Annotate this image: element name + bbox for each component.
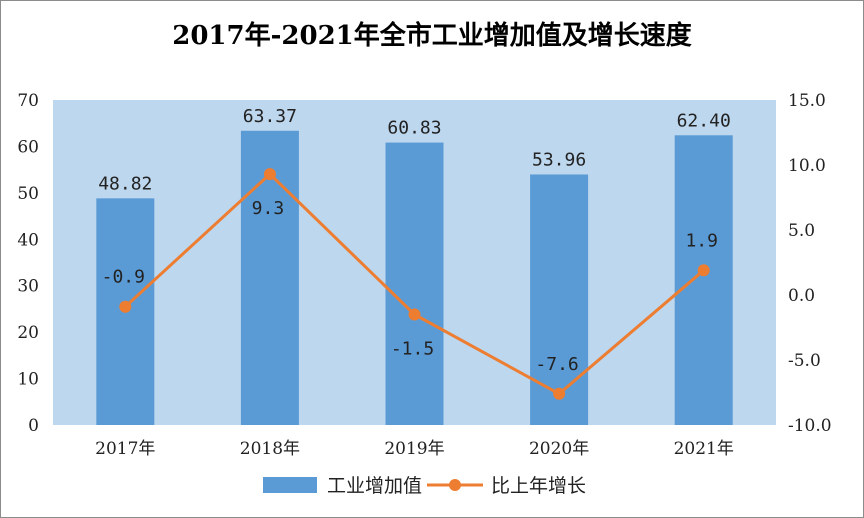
bar-2019年 bbox=[385, 142, 444, 425]
x-tick-label: 2020年 bbox=[529, 439, 589, 459]
legend-swatch-bar bbox=[263, 477, 317, 493]
line-value-label: -1.5 bbox=[391, 339, 434, 360]
bar-value-label: 48.82 bbox=[98, 173, 152, 194]
x-tick-label: 2017年 bbox=[95, 439, 155, 459]
left-tick-label: 30 bbox=[17, 277, 39, 297]
bar-value-label: 63.37 bbox=[243, 106, 297, 127]
line-value-label: -7.6 bbox=[535, 354, 578, 375]
line-point-2019年 bbox=[408, 308, 421, 321]
line-point-2020年 bbox=[553, 387, 566, 400]
left-axis: 0 10 20 30 40 50 60 70 bbox=[17, 91, 39, 436]
legend-swatch-marker bbox=[449, 479, 461, 491]
left-tick-label: 70 bbox=[17, 91, 39, 111]
line-value-label: -0.9 bbox=[102, 267, 145, 288]
line-point-2018年 bbox=[263, 168, 276, 181]
legend: 工业增加值 比上年增长 bbox=[263, 475, 586, 497]
bar-value-label: 62.40 bbox=[677, 110, 731, 131]
line-markers bbox=[119, 168, 710, 400]
left-tick-label: 20 bbox=[17, 323, 39, 343]
x-tick-label: 2019年 bbox=[384, 439, 444, 459]
left-tick-label: 60 bbox=[17, 137, 39, 157]
x-tick-label: 2018年 bbox=[240, 439, 300, 459]
bar-value-label: 60.83 bbox=[387, 118, 441, 139]
legend-label-line: 比上年增长 bbox=[491, 475, 586, 497]
bar-2020年 bbox=[530, 174, 589, 425]
right-tick-label: 0.0 bbox=[788, 286, 815, 306]
line-value-label: 1.9 bbox=[685, 230, 718, 251]
line-value-label: 9.3 bbox=[252, 198, 285, 219]
left-tick-label: 10 bbox=[17, 370, 39, 390]
right-tick-label: -5.0 bbox=[788, 351, 821, 371]
left-tick-label: 40 bbox=[17, 230, 39, 250]
x-axis: 2017年 2018年 2019年 2020年 2021年 bbox=[95, 439, 734, 459]
bar-data-labels: 48.82 63.37 60.83 53.96 62.40 bbox=[98, 106, 731, 195]
x-tick-label: 2021年 bbox=[674, 439, 734, 459]
right-axis: -10.0 -5.0 0.0 5.0 10.0 15.0 bbox=[788, 91, 832, 436]
right-tick-label: 5.0 bbox=[788, 221, 815, 241]
legend-label-bar: 工业增加值 bbox=[327, 475, 422, 497]
bar-value-label: 53.96 bbox=[532, 149, 586, 170]
left-tick-label: 50 bbox=[17, 184, 39, 204]
line-point-2017年 bbox=[119, 300, 132, 313]
line-data-labels: -0.9 9.3 -1.5 -7.6 1.9 bbox=[102, 198, 718, 375]
line-point-2021年 bbox=[697, 264, 710, 277]
right-tick-label: 15.0 bbox=[788, 91, 826, 111]
right-tick-label: 10.0 bbox=[788, 156, 826, 176]
chart-title: 2017年-2021年全市工业增加值及增长速度 bbox=[172, 21, 692, 51]
right-tick-label: -10.0 bbox=[788, 416, 832, 436]
left-tick-label: 0 bbox=[28, 416, 39, 436]
bar-2021年 bbox=[674, 135, 733, 426]
